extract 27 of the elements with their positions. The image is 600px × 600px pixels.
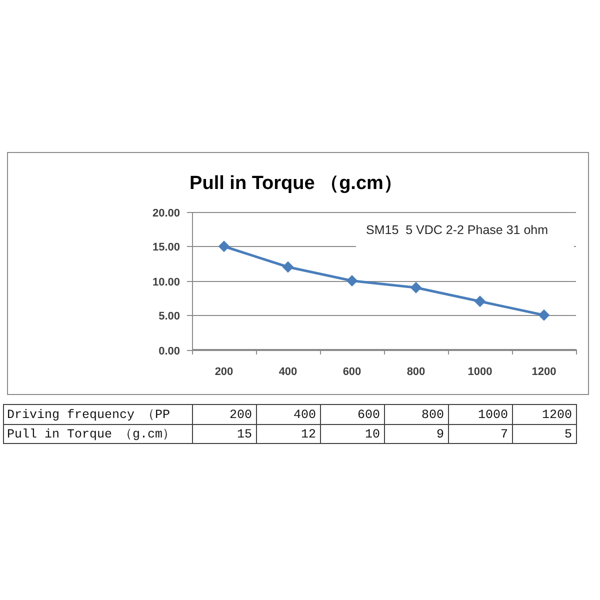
x-tick-label: 1000 bbox=[468, 366, 492, 378]
x-tick-label: 800 bbox=[406, 366, 426, 378]
x-axis-title: Driving frequency （PP bbox=[7, 408, 170, 422]
category-label: 1200 bbox=[542, 408, 572, 422]
series-name: Pull in Torque （g.cm） bbox=[7, 428, 176, 442]
y-tick-label: 0.00 bbox=[158, 346, 180, 358]
category-label: 800 bbox=[421, 408, 444, 422]
value-label: 10 bbox=[364, 428, 380, 442]
value-label: 9 bbox=[436, 428, 444, 442]
x-tick-label: 600 bbox=[342, 366, 362, 378]
value-label: 7 bbox=[500, 428, 508, 442]
annotation: SM15 5 VDC 2-2 Phase 31 ohm bbox=[366, 223, 548, 237]
category-label: 600 bbox=[357, 408, 380, 422]
y-tick-label: 15.00 bbox=[152, 242, 180, 254]
y-tick-label: 5.00 bbox=[158, 310, 180, 322]
chart-title: Pull in Torque （g.cm） bbox=[190, 173, 402, 194]
value-label: 12 bbox=[300, 428, 316, 442]
category-label: 1000 bbox=[478, 408, 508, 422]
category-label: 200 bbox=[229, 408, 252, 422]
x-tick-label: 1200 bbox=[532, 366, 556, 378]
x-tick-label: 200 bbox=[214, 366, 234, 378]
y-tick-label: 20.00 bbox=[152, 208, 180, 220]
y-tick-label: 10.00 bbox=[152, 276, 180, 288]
x-tick-label: 400 bbox=[278, 366, 298, 378]
value-label: 5 bbox=[564, 428, 572, 442]
category-label: 400 bbox=[293, 408, 316, 422]
value-label: 15 bbox=[236, 428, 252, 442]
